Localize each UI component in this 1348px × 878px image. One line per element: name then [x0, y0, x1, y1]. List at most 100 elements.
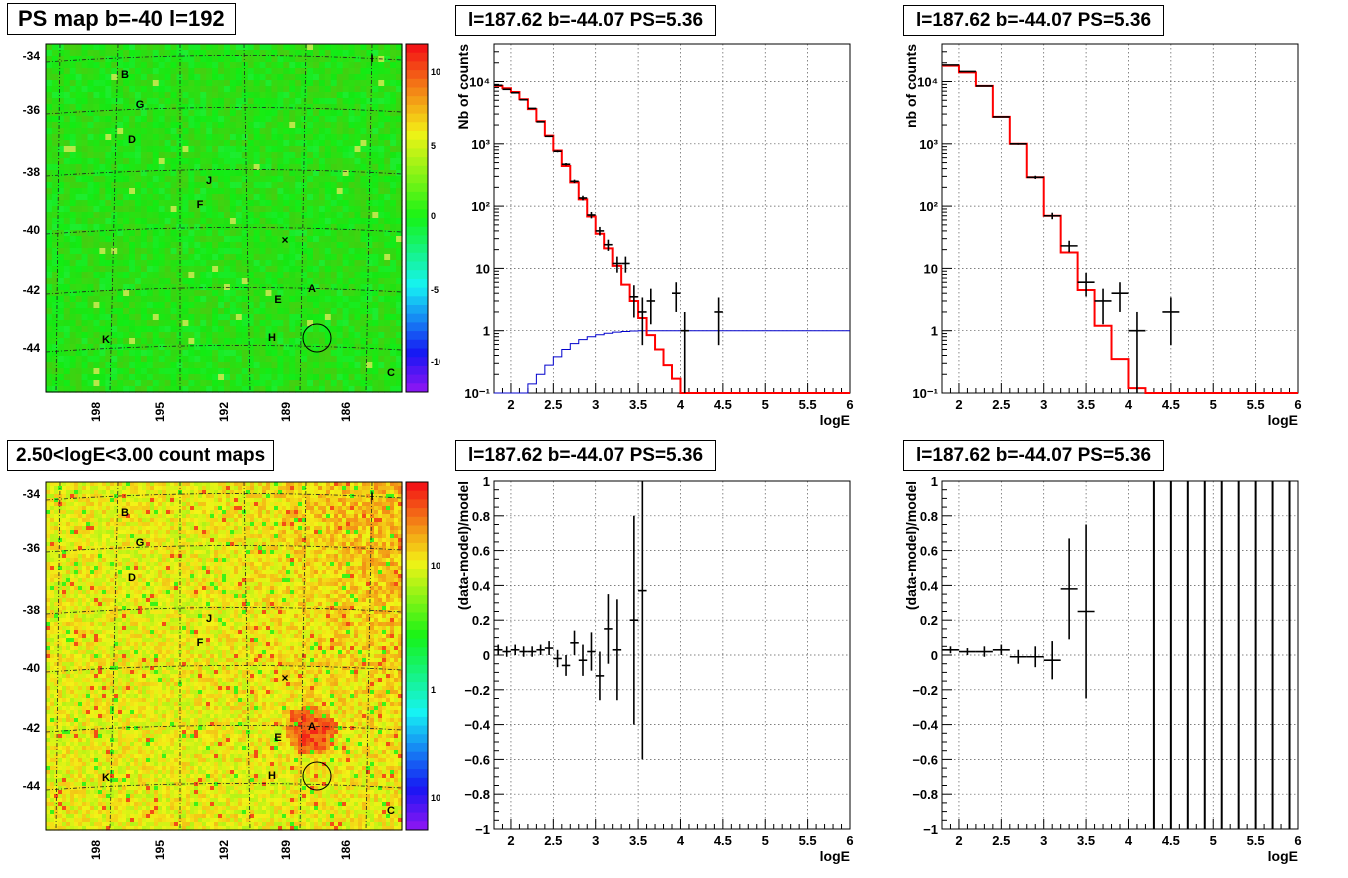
map-pixel — [360, 74, 367, 81]
colorbar-segment — [406, 288, 428, 297]
map-pixel — [390, 314, 397, 321]
map-pixel — [337, 164, 344, 171]
map-pixel — [82, 50, 89, 57]
map-pixel — [384, 50, 391, 57]
map-pixel — [188, 110, 195, 117]
map-pixel — [141, 146, 148, 153]
map-pixel — [218, 146, 225, 153]
map-pixel — [111, 380, 118, 387]
map-pixel — [360, 176, 367, 183]
map-pixel — [234, 506, 239, 511]
map-pixel — [171, 338, 178, 345]
map-pixel — [343, 290, 350, 297]
map-pixel — [54, 494, 59, 499]
map-pixel — [82, 62, 89, 69]
map-pixel — [374, 522, 379, 527]
map-pixel — [384, 68, 391, 75]
map-pixel — [306, 534, 311, 539]
map-pixel — [230, 86, 237, 93]
map-pixel — [135, 122, 142, 129]
map-pixel — [194, 86, 201, 93]
map-pixel — [105, 260, 112, 267]
map-pixel — [111, 350, 118, 357]
map-pixel — [188, 368, 195, 375]
map-pixel — [384, 92, 391, 99]
map-pixel — [313, 266, 320, 273]
map-pixel — [242, 56, 249, 63]
map-pixel — [188, 314, 195, 321]
map-pixel — [266, 272, 273, 279]
map-pixel — [200, 350, 207, 357]
map-pixel — [262, 494, 267, 499]
map-pixel — [342, 490, 347, 495]
map-pixel — [271, 170, 278, 177]
map-pixel — [166, 538, 171, 543]
map-pixel — [337, 236, 344, 243]
map-pixel — [76, 236, 83, 243]
map-pixel — [218, 128, 225, 135]
map-pixel — [390, 272, 397, 279]
map-pixel — [171, 170, 178, 177]
map-pixel — [218, 338, 225, 345]
map-pixel — [260, 236, 267, 243]
map-pixel — [307, 56, 314, 63]
map-pixel — [254, 350, 261, 357]
map-pixel — [200, 152, 207, 159]
map-pixel — [135, 254, 142, 261]
map-pixel — [66, 514, 71, 519]
map-pixel — [319, 164, 326, 171]
map-pixel — [236, 290, 243, 297]
map-pixel — [301, 350, 308, 357]
map-pixel — [218, 350, 225, 357]
map-pixel — [234, 490, 239, 495]
map-pixel — [271, 194, 278, 201]
source-label-h: H — [268, 332, 276, 344]
map-pixel — [307, 110, 314, 117]
map-pixel — [366, 92, 373, 99]
map-pixel — [248, 230, 255, 237]
map-pixel — [346, 490, 351, 495]
map-pixel — [93, 62, 100, 69]
map-pixel — [343, 266, 350, 273]
map-pixel — [206, 266, 213, 273]
map-pixel — [122, 542, 127, 547]
map-pixel — [236, 338, 243, 345]
map-pixel — [212, 140, 219, 147]
map-pixel — [153, 164, 160, 171]
map-pixel — [158, 526, 163, 531]
map-pixel — [70, 266, 77, 273]
map-pixel — [171, 152, 178, 159]
map-pixel — [248, 374, 255, 381]
map-pixel — [117, 374, 124, 381]
map-pixel — [248, 140, 255, 147]
map-pixel — [260, 182, 267, 189]
map-pixel — [99, 152, 106, 159]
map-pixel — [337, 350, 344, 357]
map-pixel — [384, 44, 391, 51]
map-pixel — [248, 242, 255, 249]
map-pixel — [126, 498, 131, 503]
map-pixel — [277, 260, 284, 267]
map-pixel — [150, 526, 155, 531]
map-pixel — [64, 272, 71, 279]
map-pixel — [129, 56, 136, 63]
map-pixel — [117, 218, 124, 225]
map-pixel — [301, 68, 308, 75]
map-pixel — [135, 176, 142, 183]
map-pixel — [78, 494, 83, 499]
map-pixel — [76, 56, 83, 63]
map-pixel — [46, 486, 51, 491]
map-pixel — [325, 350, 332, 357]
map-pixel — [337, 356, 344, 363]
map-pixel — [194, 494, 199, 499]
map-pixel — [326, 522, 331, 527]
map-pixel — [123, 278, 130, 285]
map-pixel — [64, 230, 71, 237]
map-pixel — [186, 494, 191, 499]
map-pixel — [58, 510, 63, 515]
map-pixel — [46, 482, 51, 487]
map-pixel — [355, 146, 362, 153]
map-pixel — [117, 344, 124, 351]
map-pixel — [165, 116, 172, 123]
map-pixel — [212, 134, 219, 141]
